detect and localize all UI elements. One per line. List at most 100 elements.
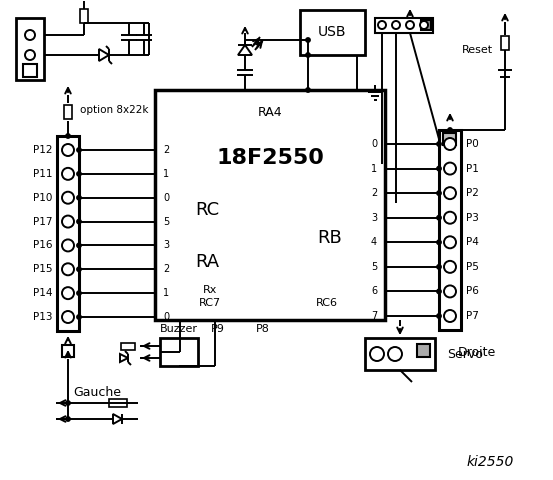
Text: P5: P5	[466, 262, 479, 272]
Bar	[365, 338, 435, 370]
Text: 2: 2	[371, 188, 377, 198]
Text: RA: RA	[195, 253, 219, 271]
Circle shape	[62, 287, 74, 299]
Bar	[16, 18, 44, 80]
Circle shape	[437, 314, 441, 318]
Circle shape	[77, 291, 81, 295]
Circle shape	[444, 236, 456, 248]
Text: 6: 6	[371, 287, 377, 297]
Text: Servo: Servo	[447, 348, 483, 360]
Text: P1: P1	[466, 164, 479, 174]
Text: 0: 0	[163, 192, 169, 203]
Text: RC7: RC7	[199, 298, 221, 308]
Circle shape	[378, 21, 386, 29]
Circle shape	[77, 267, 81, 272]
Text: ki2550: ki2550	[466, 455, 514, 469]
Text: RC: RC	[195, 201, 219, 219]
Text: P7: P7	[466, 311, 479, 321]
Text: P11: P11	[33, 169, 52, 179]
Text: RC6: RC6	[316, 298, 338, 308]
Text: Reset: Reset	[462, 45, 493, 55]
Circle shape	[444, 310, 456, 322]
Text: P0: P0	[466, 139, 479, 149]
Circle shape	[77, 315, 81, 319]
Circle shape	[444, 138, 456, 150]
Text: P12: P12	[33, 145, 52, 155]
Bar	[443, 133, 456, 145]
Text: RB: RB	[317, 229, 342, 247]
Bar	[23, 64, 37, 77]
Text: Buzzer: Buzzer	[160, 324, 198, 334]
Text: 5: 5	[371, 262, 377, 272]
Text: P15: P15	[33, 264, 52, 274]
Circle shape	[444, 212, 456, 224]
Circle shape	[420, 21, 428, 29]
Bar	[57, 136, 79, 331]
Circle shape	[62, 192, 74, 204]
Bar	[300, 10, 365, 55]
Text: RA4: RA4	[258, 106, 283, 119]
Text: P6: P6	[466, 287, 479, 297]
Bar	[109, 399, 127, 407]
Circle shape	[392, 21, 400, 29]
Circle shape	[406, 21, 414, 29]
Circle shape	[62, 144, 74, 156]
Text: P13: P13	[33, 312, 52, 322]
Text: P8: P8	[256, 324, 270, 334]
Text: 1: 1	[163, 169, 169, 179]
Circle shape	[437, 240, 441, 244]
Circle shape	[306, 88, 310, 92]
Text: 0: 0	[163, 312, 169, 322]
Circle shape	[62, 216, 74, 228]
Text: Rx: Rx	[203, 285, 217, 295]
Text: Droite: Droite	[458, 346, 496, 359]
Text: 2: 2	[163, 145, 169, 155]
Circle shape	[25, 50, 35, 60]
Text: option 8x22k: option 8x22k	[80, 105, 149, 115]
Bar	[155, 90, 385, 320]
Polygon shape	[99, 49, 109, 61]
Text: P4: P4	[466, 237, 479, 247]
Text: 4: 4	[371, 237, 377, 247]
Text: P3: P3	[466, 213, 479, 223]
Circle shape	[448, 128, 452, 132]
Bar	[417, 344, 430, 357]
Text: 5: 5	[163, 216, 169, 227]
Circle shape	[444, 261, 456, 273]
Text: P2: P2	[466, 188, 479, 198]
Text: P14: P14	[33, 288, 52, 298]
Bar	[62, 345, 74, 357]
Text: 18F2550: 18F2550	[216, 148, 324, 168]
Circle shape	[437, 142, 441, 146]
Circle shape	[62, 264, 74, 276]
Bar	[64, 105, 72, 119]
Circle shape	[444, 187, 456, 199]
Text: P9: P9	[211, 324, 225, 334]
Text: 0: 0	[371, 139, 377, 149]
Circle shape	[25, 30, 35, 40]
Text: 3: 3	[163, 240, 169, 251]
Circle shape	[62, 168, 74, 180]
Circle shape	[444, 163, 456, 175]
Text: 1: 1	[163, 288, 169, 298]
Bar	[501, 36, 509, 50]
Circle shape	[77, 195, 81, 200]
Bar	[80, 9, 88, 23]
Text: P17: P17	[33, 216, 52, 227]
Circle shape	[437, 289, 441, 294]
Bar	[439, 130, 461, 330]
Text: 3: 3	[371, 213, 377, 223]
Circle shape	[437, 191, 441, 195]
Circle shape	[77, 219, 81, 224]
Circle shape	[66, 134, 70, 138]
Circle shape	[370, 347, 384, 361]
Circle shape	[437, 216, 441, 220]
Text: P16: P16	[33, 240, 52, 251]
Bar	[160, 338, 198, 366]
Polygon shape	[120, 354, 128, 362]
Text: USB: USB	[318, 25, 346, 39]
Circle shape	[444, 286, 456, 298]
Bar	[421, 20, 431, 30]
Circle shape	[388, 347, 402, 361]
Text: P10: P10	[33, 192, 52, 203]
